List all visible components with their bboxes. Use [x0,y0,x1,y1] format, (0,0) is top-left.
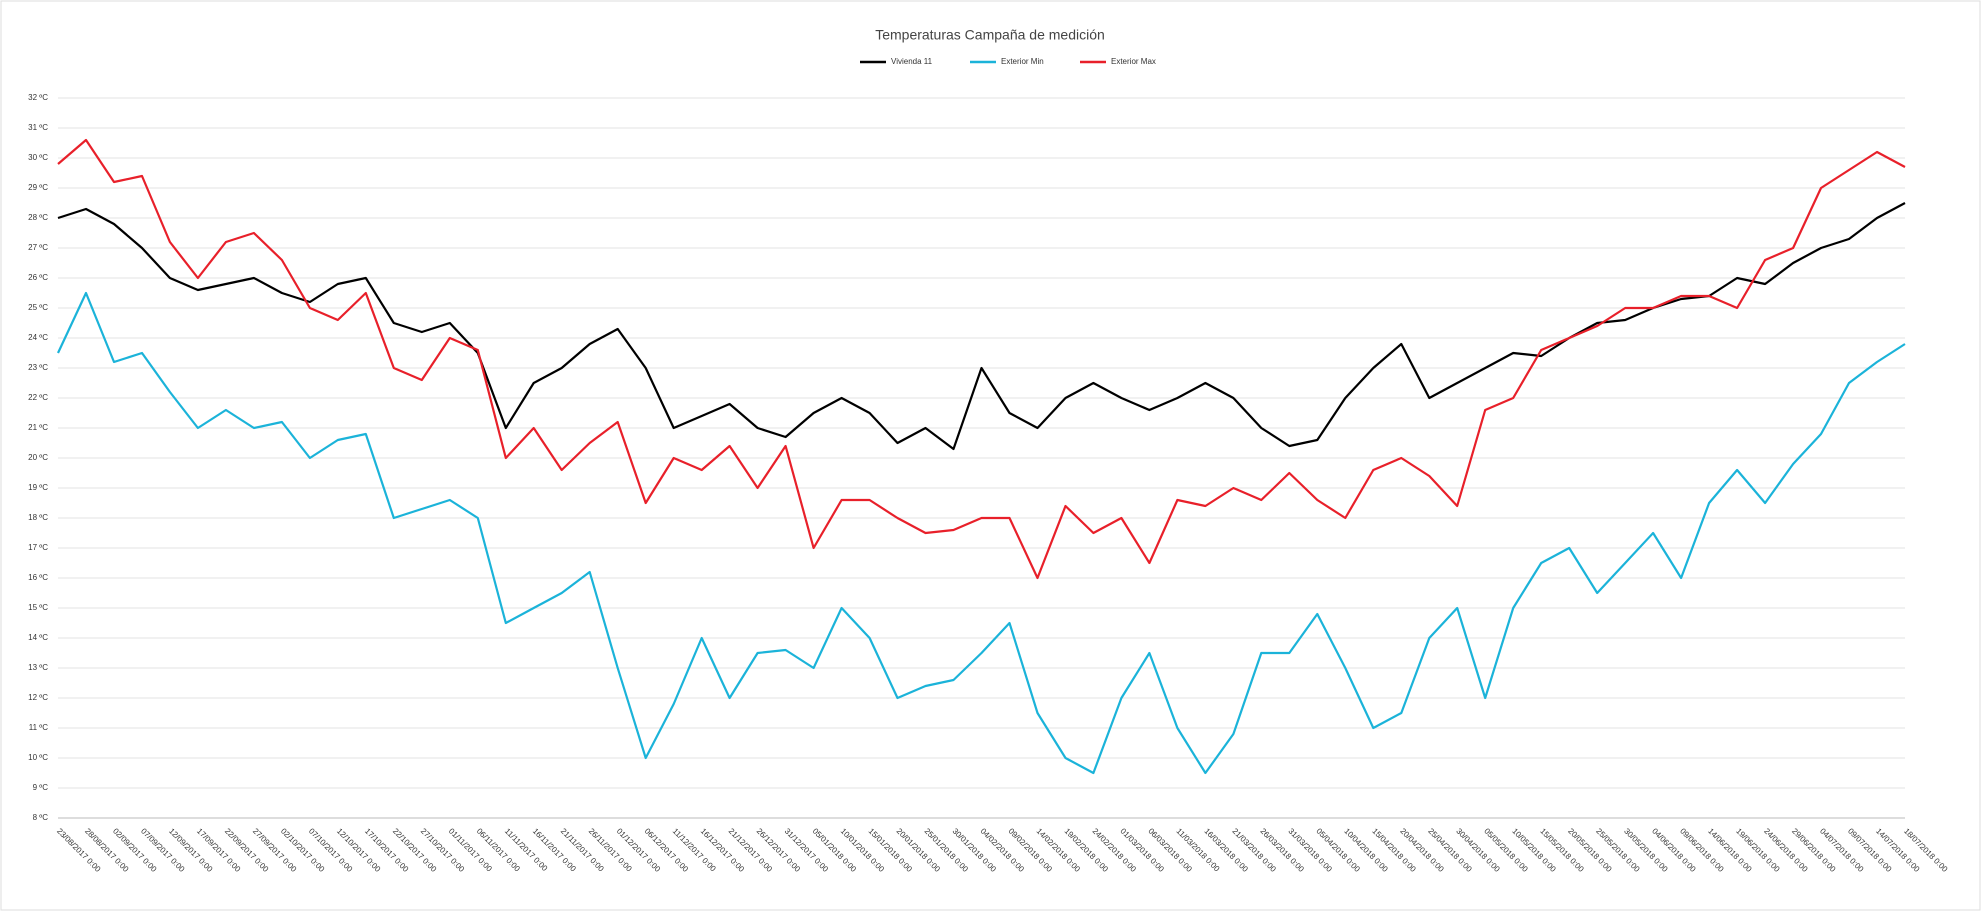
y-tick-label: 11 ºC [29,723,48,732]
legend-label: Exterior Max [1111,57,1156,66]
y-tick-label: 26 ºC [28,273,48,282]
series-line [57,138,1906,580]
y-tick-label: 17 ºC [28,543,48,552]
y-tick-label: 10 ºC [28,753,48,762]
y-tick-label: 20 ºC [28,453,48,462]
series-line [57,291,1906,775]
series-line [57,202,1906,451]
y-tick-label: 30 ºC [28,153,48,162]
y-tick-label: 21 ºC [28,423,48,432]
y-tick-label: 23 ºC [28,363,48,372]
y-tick-label: 8 ºC [33,813,49,822]
y-tick-label: 31 ºC [28,123,48,132]
legend-label: Exterior Min [1001,57,1044,66]
y-tick-label: 28 ºC [28,213,48,222]
y-tick-label: 9 ºC [33,783,49,792]
y-tick-label: 15 ºC [28,603,48,612]
y-tick-label: 19 ºC [28,483,48,492]
y-tick-label: 27 ºC [28,243,48,252]
chart-title: Temperaturas Campaña de medición [875,27,1105,43]
legend-label: Vivienda 11 [891,57,933,66]
y-tick-label: 14 ºC [28,633,48,642]
y-tick-label: 13 ºC [28,663,48,672]
y-tick-label: 24 ºC [28,333,48,342]
y-tick-label: 22 ºC [28,393,48,402]
y-tick-label: 18 ºC [28,513,48,522]
y-tick-label: 29 ºC [28,183,48,192]
y-tick-label: 16 ºC [28,573,48,582]
y-tick-label: 32 ºC [28,93,48,102]
y-tick-label: 12 ºC [28,693,48,702]
y-tick-label: 25 ºC [28,303,48,312]
